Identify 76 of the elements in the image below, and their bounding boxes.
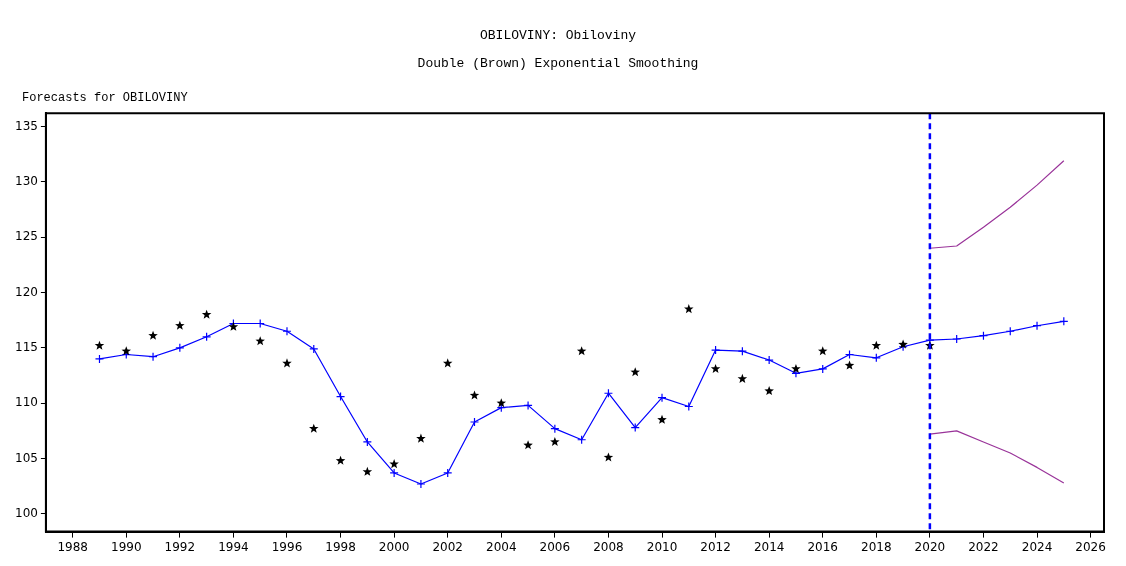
point — [1032, 321, 1042, 331]
x-tick-label: 2020 — [914, 539, 946, 554]
x-tick-label: 2008 — [593, 539, 624, 554]
chart-title: OBILOVINY: Obiloviny — [479, 28, 637, 44]
point — [844, 360, 855, 370]
x-tick-label: 2000 — [378, 539, 410, 554]
x-tick-label: 2022 — [968, 539, 999, 554]
y-tick-label: 135 — [15, 118, 38, 133]
y-tick-label: 115 — [15, 339, 38, 354]
point — [817, 346, 828, 356]
point — [309, 423, 319, 433]
y-tick-label: 110 — [15, 395, 38, 410]
point — [255, 336, 265, 346]
point — [710, 363, 721, 373]
x-tick-label: 2010 — [646, 539, 678, 554]
point — [791, 363, 801, 373]
point — [764, 386, 774, 396]
point — [282, 326, 292, 336]
point — [818, 364, 828, 374]
chart-subtitle: Double (Brown) Exponential Smoothing — [417, 55, 699, 71]
point — [576, 346, 587, 356]
point — [175, 320, 185, 330]
point — [442, 358, 453, 368]
x-tick-label: 1998 — [325, 539, 356, 554]
point — [362, 466, 373, 476]
y-tick-label: 125 — [15, 229, 38, 244]
point — [550, 424, 560, 434]
x-tick-label: 1996 — [271, 539, 303, 554]
x-tick-label: 2006 — [539, 539, 571, 554]
point — [362, 437, 372, 447]
point — [603, 452, 614, 462]
point — [737, 373, 748, 383]
x-tick-label: 1988 — [57, 539, 88, 554]
point — [657, 393, 667, 403]
x-tick-label: 2002 — [432, 539, 463, 554]
x-tick-label: 2018 — [861, 539, 892, 554]
point — [148, 352, 158, 362]
point — [684, 304, 694, 314]
point — [469, 390, 480, 400]
point — [550, 436, 560, 446]
point — [523, 400, 533, 411]
point — [94, 354, 105, 364]
y-tick-label: 130 — [15, 173, 38, 188]
x-tick-label: 1992 — [164, 539, 196, 554]
point — [764, 355, 774, 365]
x-tick-label: 1994 — [218, 539, 249, 554]
x-tick-label: 2024 — [1021, 539, 1053, 554]
point — [710, 345, 721, 355]
text: Forecasts for OBILOVINY — [22, 91, 188, 106]
x-tick-label: 2004 — [486, 539, 517, 554]
point — [389, 468, 399, 478]
point — [335, 455, 346, 465]
y-tick-label: 105 — [15, 450, 38, 465]
x-tick-label: 2016 — [807, 539, 839, 554]
point — [175, 343, 185, 353]
x-tick-label: 2026 — [1075, 539, 1106, 554]
point — [416, 433, 426, 443]
x-tick-label: 1990 — [110, 539, 142, 554]
point — [416, 479, 426, 489]
x-tick-label: 2014 — [753, 539, 785, 554]
point — [871, 340, 882, 350]
point — [952, 334, 962, 344]
point — [282, 358, 292, 368]
point — [469, 417, 480, 427]
point — [389, 459, 399, 469]
point — [148, 330, 158, 340]
point — [309, 344, 319, 354]
point — [657, 414, 667, 424]
y-tick-label: 100 — [15, 506, 38, 521]
y-tick-label: 120 — [15, 284, 38, 299]
point — [201, 309, 212, 319]
point — [94, 340, 105, 350]
point — [523, 440, 533, 450]
point — [443, 468, 453, 478]
point — [121, 346, 132, 356]
x-tick-label: 2012 — [700, 539, 731, 554]
